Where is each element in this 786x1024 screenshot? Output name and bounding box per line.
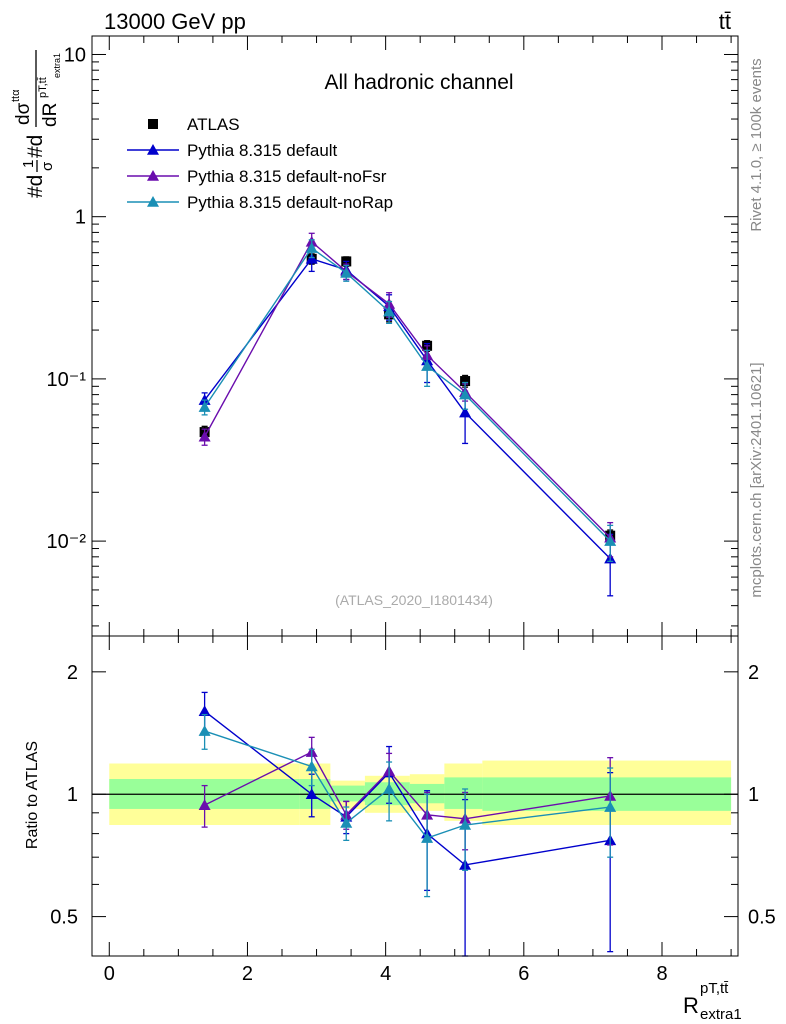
ratio-point <box>604 801 617 812</box>
ylabel-num-sup: ttα <box>10 89 22 102</box>
ratio-point <box>305 788 318 800</box>
data-point <box>604 535 617 546</box>
ratio-point <box>198 799 211 810</box>
y-tick-label: 10⁻¹ <box>47 369 87 391</box>
x-tick-label: 6 <box>518 963 529 985</box>
x-tick-label: 0 <box>104 963 115 985</box>
rivet-label: Rivet 4.1.0, ≥ 100k events <box>748 58 765 231</box>
ratio-y-tick-label: 2 <box>67 662 78 684</box>
main-ticks: 10 1 10⁻¹ 10⁻² <box>47 36 738 636</box>
ratio-point <box>459 819 472 830</box>
ylabel-frac-top: 1 <box>20 160 37 168</box>
ratio-ticks: 0.5 0.5 1 1 2 2 0 2 4 6 8 <box>50 636 776 985</box>
data-point <box>198 401 211 412</box>
data-point <box>383 305 396 317</box>
analysis-label: (ATLAS_2020_I1801434) <box>335 592 493 608</box>
main-marks <box>198 232 617 597</box>
ratio-y-tick-label: 1 <box>67 784 78 806</box>
main-panel: 10 1 10⁻¹ 10⁻² All hadronic channel (ATLAS_… <box>47 35 739 637</box>
process-label: tt̄ <box>719 9 731 34</box>
data-point <box>305 242 318 253</box>
ylabel-mid: #d <box>24 135 47 158</box>
main-ylabel: #d 1 σ #d dσ ttα dR pT,tt̄ extra1 <box>10 50 62 198</box>
y-tick-label: 1 <box>75 207 86 229</box>
ylabel-den-sub: extra1 <box>52 53 62 78</box>
ratio-y-tick-label-right: 2 <box>748 662 759 684</box>
series-line <box>204 257 611 560</box>
xlabel-sub: extra1 <box>700 1006 742 1023</box>
data-point <box>460 376 471 387</box>
ylabel-frac-bot: σ <box>39 161 56 171</box>
ratio-y-tick-label-right: 0.5 <box>748 907 776 929</box>
legend: ATLAS Pythia 8.315 default Pythia 8.315 de… <box>127 115 393 212</box>
legend-marker <box>147 196 159 207</box>
energy-label: 13000 GeV pp <box>104 9 246 34</box>
mcplots-label: mcplots.cern.ch [arXiv:2401.10621] <box>748 362 765 597</box>
data-point <box>421 360 434 371</box>
data-point <box>459 406 472 418</box>
x-tick-label: 4 <box>380 963 391 985</box>
ratio-marks <box>198 691 617 957</box>
ylabel-num: dσ <box>13 102 34 125</box>
legend-label: Pythia 8.315 default <box>187 141 338 160</box>
ratio-frame <box>91 635 739 957</box>
ratio-point <box>198 725 211 736</box>
ratio-ylabel: Ratio to ATLAS <box>24 741 41 849</box>
legend-label: ATLAS <box>187 115 240 134</box>
ratio-panel: 0.5 0.5 1 1 2 2 0 2 4 6 8 <box>50 635 776 985</box>
ylabel-prefix: #d <box>24 175 47 198</box>
series-line <box>204 240 611 539</box>
legend-marker <box>147 144 159 155</box>
ratio-y-tick-label-right: 1 <box>748 784 759 806</box>
ylabel-den-sup: pT,tt̄ <box>37 77 49 98</box>
data-point <box>305 252 318 264</box>
xlabel-base: R <box>683 993 699 1018</box>
legend-label: Pythia 8.315 default-noRap <box>187 193 393 212</box>
legend-label: Pythia 8.315 default-noFsr <box>187 167 387 186</box>
uncertainty-band-inner <box>444 777 483 809</box>
data-point <box>459 388 472 400</box>
data-point <box>340 266 353 278</box>
ratio-point <box>421 832 434 843</box>
ylabel-den: dR <box>40 103 61 127</box>
x-tick-label: 8 <box>656 963 667 985</box>
x-tick-label: 2 <box>242 963 253 985</box>
y-tick-label: 10 <box>64 44 86 66</box>
ratio-y-tick-label: 0.5 <box>50 907 78 929</box>
legend-marker <box>148 119 158 129</box>
ratio-point <box>305 760 318 772</box>
ratio-point <box>383 782 396 794</box>
xlabel: R pT,tt̄ extra1 <box>683 980 742 1023</box>
chart-title: All hadronic channel <box>324 71 513 94</box>
xlabel-sup: pT,tt̄ <box>700 980 729 997</box>
y-tick-label: 10⁻² <box>47 531 87 553</box>
ratio-point <box>340 816 353 828</box>
ratio-point <box>198 705 211 717</box>
uncertainty-band-inner <box>330 785 365 802</box>
legend-marker <box>147 170 159 181</box>
data-point <box>198 430 211 442</box>
